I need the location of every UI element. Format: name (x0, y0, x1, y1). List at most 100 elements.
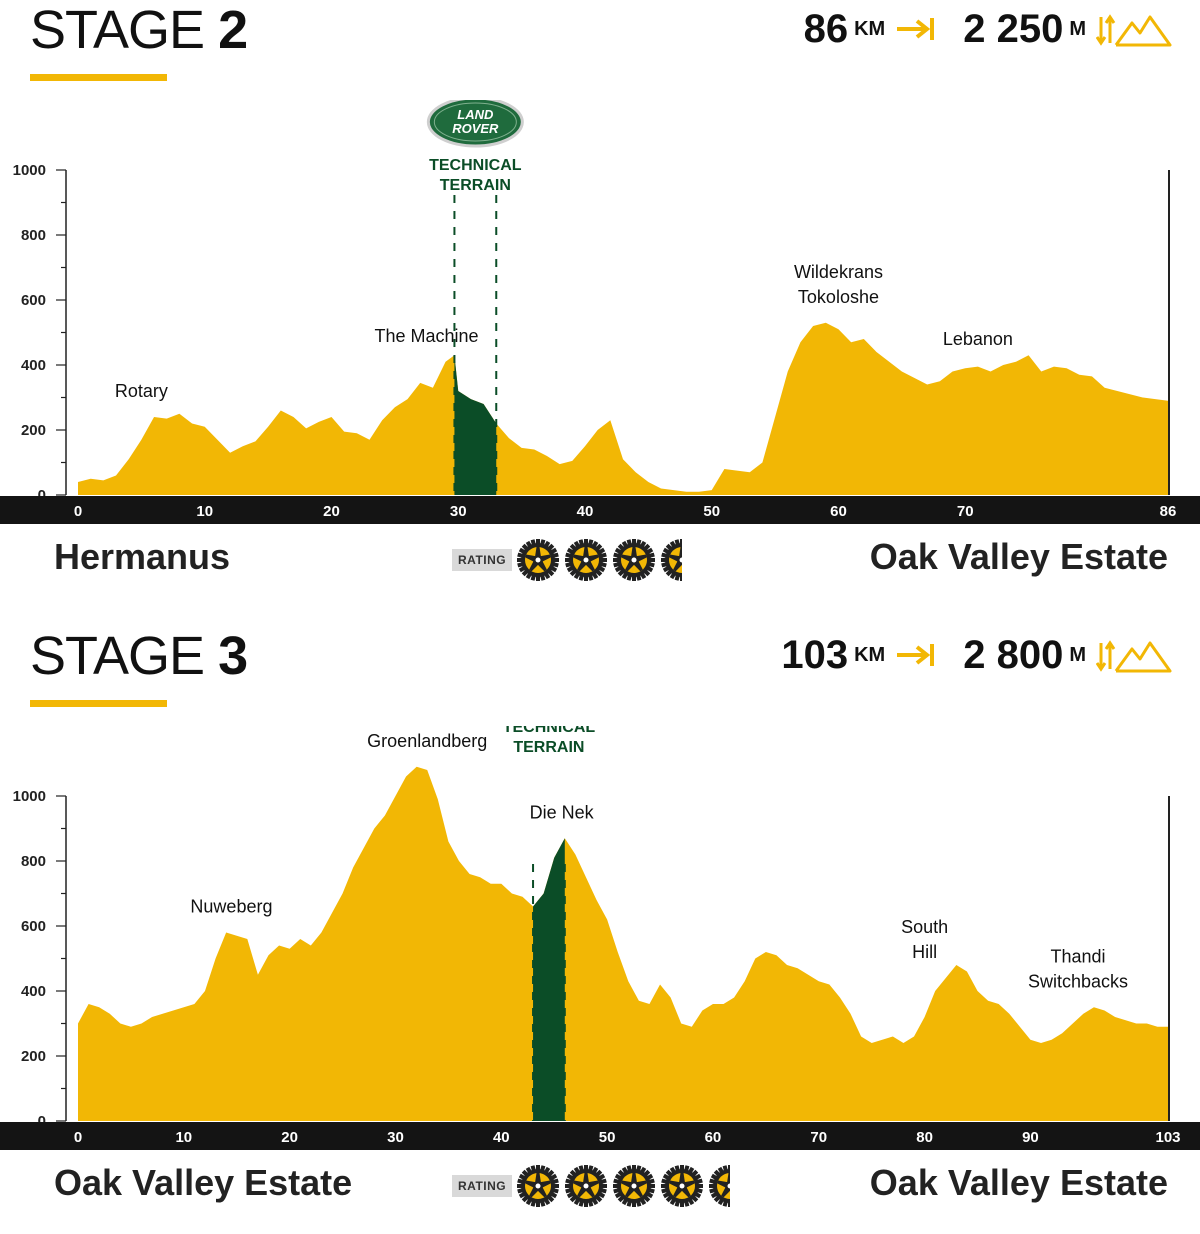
y-tick-label: 800 (21, 227, 46, 244)
x-tick-label: 90 (1022, 1129, 1039, 1146)
x-tick-label: 50 (703, 503, 720, 520)
y-tick-label: 600 (21, 918, 46, 935)
climbing-unit: M (1069, 643, 1086, 666)
stage-title-word: STAGE (30, 0, 205, 60)
technical-terrain-label: TECHNICAL (429, 157, 522, 174)
gear-wheel-icon (517, 1165, 560, 1207)
rating-label: RATING (452, 1175, 513, 1197)
gear-wheel-icon (565, 1165, 608, 1207)
y-tick-label: 0 (38, 487, 46, 504)
gear-wheel-icon (661, 1165, 704, 1207)
arrow-to-line-icon (897, 644, 935, 666)
technical-terrain-label: TECHNICAL (503, 726, 596, 736)
title-underline (30, 74, 167, 81)
start-location: Hermanus (54, 536, 231, 577)
mountain-up-down-icon (1096, 14, 1172, 47)
climbing-unit: M (1069, 17, 1086, 40)
arrow-to-line-icon (897, 18, 935, 40)
distance-value: 103 (781, 632, 849, 677)
distance-value: 86 (803, 6, 849, 51)
x-axis-bar (0, 496, 1200, 524)
stage-stats: 103 KM 2 800 M (781, 630, 1172, 680)
stage-stats: 86 KM 2 250 M (804, 4, 1172, 54)
x-tick-label: 40 (577, 503, 594, 520)
x-tick-label: 20 (323, 503, 340, 520)
climb-label: Rotary (115, 381, 168, 401)
rating-label: RATING (452, 549, 513, 571)
climb-label: Groenlandberg (367, 731, 487, 751)
x-tick-label: 70 (957, 503, 974, 520)
climb-label: Hill (912, 942, 937, 962)
y-tick-label: 1000 (13, 788, 46, 805)
climb-label: South (901, 917, 948, 937)
climb-label: Switchbacks (1028, 971, 1128, 991)
elevation-profile-chart: 02004006008001000LANDROVERTECHNICALTERRA… (0, 726, 1200, 1150)
technical-terrain-label: TERRAIN (440, 177, 511, 194)
stage-title-number: 3 (218, 626, 248, 686)
distance-unit: KM (854, 17, 886, 40)
climbing-value: 2 800 (963, 632, 1064, 677)
y-tick-label: 1000 (13, 162, 46, 179)
gear-wheel-icon (517, 539, 560, 581)
x-tick-label: 103 (1155, 1129, 1180, 1146)
elevation-area (78, 766, 1168, 1121)
difficulty-rating: RATING (452, 538, 704, 582)
climb-label: The Machine (375, 326, 479, 346)
climb-label: Tokoloshe (798, 287, 879, 307)
mountain-up-down-icon (1096, 640, 1172, 673)
title-underline (30, 700, 167, 707)
y-tick-label: 0 (38, 1113, 46, 1130)
x-tick-label: 30 (387, 1129, 404, 1146)
stage-3-panel: STAGE 3 103 KM 2 800 M 0 200 400 600 800 1000… (0, 626, 1200, 1234)
y-tick-label: 400 (21, 357, 46, 374)
stage-title: STAGE 3 (30, 626, 248, 686)
gear-wheel-icon (613, 1165, 656, 1207)
x-tick-label: 70 (810, 1129, 827, 1146)
x-tick-label: 10 (196, 503, 213, 520)
y-tick-label: 200 (21, 422, 46, 439)
x-tick-label: 30 (450, 503, 467, 520)
x-tick-label: 40 (493, 1129, 510, 1146)
stage-title-word: STAGE (30, 626, 205, 686)
climb-label: Nuweberg (190, 897, 272, 917)
distance-unit: KM (854, 643, 886, 666)
difficulty-rating: RATING (452, 1164, 752, 1208)
y-tick-label: 600 (21, 292, 46, 309)
x-tick-label: 50 (599, 1129, 616, 1146)
technical-terrain-segment (454, 355, 497, 495)
climb-label: Lebanon (943, 329, 1013, 349)
y-tick-label: 800 (21, 853, 46, 870)
gear-wheel-icon (565, 539, 608, 581)
x-tick-label: 20 (281, 1129, 298, 1146)
gear-wheel-icon (661, 539, 683, 581)
elevation-area (78, 322, 1168, 495)
x-tick-label: 0 (74, 503, 82, 520)
x-axis-bar (0, 1122, 1200, 1150)
x-tick-label: 60 (705, 1129, 722, 1146)
climb-label: Thandi (1051, 946, 1106, 966)
y-tick-label: 200 (21, 1048, 46, 1065)
start-location: Oak Valley Estate (54, 1162, 353, 1203)
elevation-profile-chart: 02004006008001000LANDROVERTECHNICALTERRA… (0, 100, 1200, 524)
climb-label: Die Nek (530, 802, 595, 822)
x-tick-label: 10 (175, 1129, 192, 1146)
logo-text: ROVER (452, 121, 499, 136)
climbing-value: 2 250 (963, 6, 1064, 51)
y-tick-label: 400 (21, 983, 46, 1000)
finish-location: Oak Valley Estate (869, 1162, 1168, 1203)
x-tick-label: 60 (830, 503, 847, 520)
x-tick-label: 0 (74, 1129, 82, 1146)
stage-title-number: 2 (218, 0, 248, 60)
x-tick-label: 86 (1160, 503, 1177, 520)
technical-terrain-segment (533, 838, 565, 1121)
logo-text: LAND (457, 107, 494, 122)
gear-wheel-icon (613, 539, 656, 581)
x-tick-label: 80 (916, 1129, 933, 1146)
technical-terrain-label: TERRAIN (513, 739, 584, 756)
climb-label: Wildekrans (794, 262, 883, 282)
finish-location: Oak Valley Estate (869, 536, 1168, 577)
stage-2-panel: STAGE 2 86 KM 2 250 M 0 200 400 600 800 1000 L… (0, 0, 1200, 608)
stage-title: STAGE 2 (30, 0, 248, 60)
gear-wheel-icon (709, 1165, 731, 1207)
